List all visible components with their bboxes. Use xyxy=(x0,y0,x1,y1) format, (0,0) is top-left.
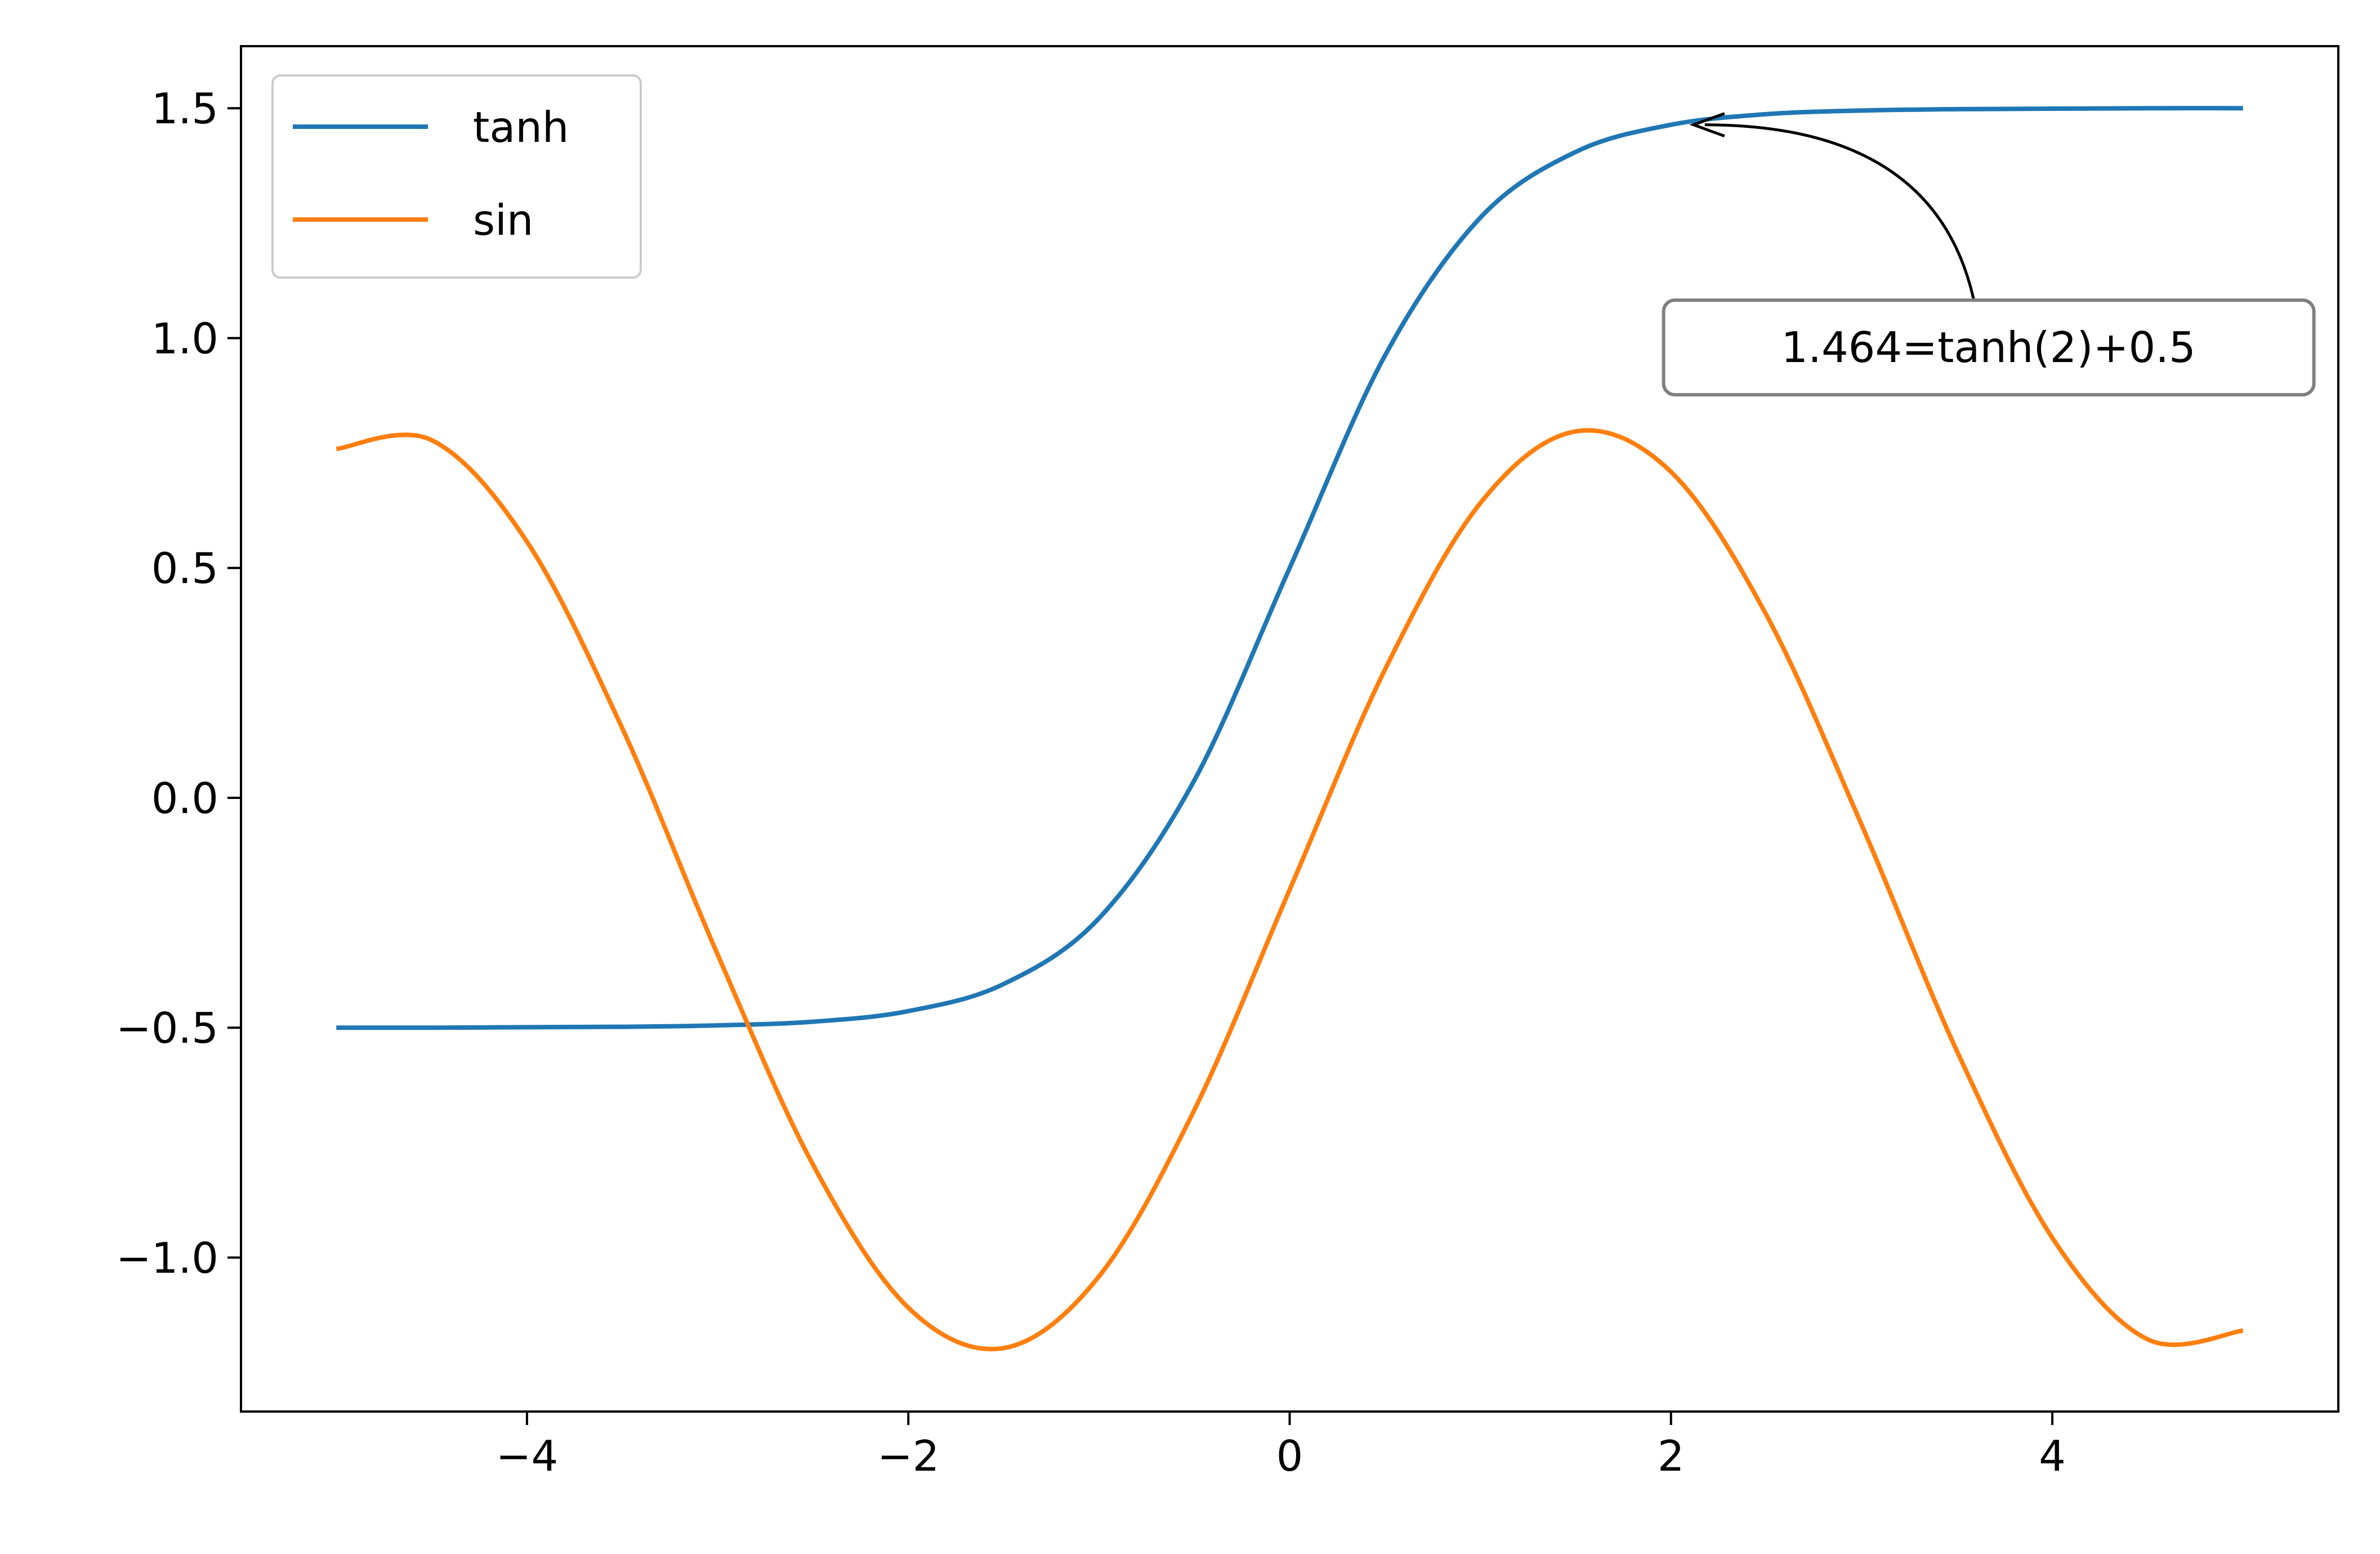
annotation-arrow xyxy=(1704,123,1978,312)
x-tick-label: −2 xyxy=(877,1431,940,1481)
series-line-tanh xyxy=(336,106,2243,1030)
series-line-sin xyxy=(336,428,2244,1352)
x-tick-label: 0 xyxy=(1276,1431,1303,1481)
annotation-box xyxy=(1662,298,2316,397)
y-tick-label: 1.0 xyxy=(151,314,218,363)
legend-label-tanh: tanh xyxy=(473,102,569,152)
x-tick-label: −4 xyxy=(496,1431,559,1481)
annotation-text: 1.464=tanh(2)+0.5 xyxy=(1781,323,2195,372)
y-tick-label: 0.5 xyxy=(151,544,218,593)
legend-box xyxy=(271,74,642,279)
y-tick-label: −0.5 xyxy=(116,1003,218,1053)
annotation-arrowhead xyxy=(1689,112,1725,137)
legend: tanh sin xyxy=(271,74,642,279)
y-tick-label: 0.0 xyxy=(151,774,218,823)
y-tick-label: −1.0 xyxy=(116,1233,218,1283)
annotation: 1.464=tanh(2)+0.5 xyxy=(1662,112,2316,397)
legend-label-sin: sin xyxy=(473,195,533,245)
axes-layer: −4 −2 0 2 4 −1.0 −0.5 0.0 0.5 1.0 1.5 xyxy=(116,45,2339,1481)
y-tick-label: 1.5 xyxy=(151,84,218,133)
x-tick-label: 2 xyxy=(1658,1431,1685,1481)
series-layer xyxy=(336,106,2244,1352)
x-tick-label: 4 xyxy=(2039,1431,2066,1481)
